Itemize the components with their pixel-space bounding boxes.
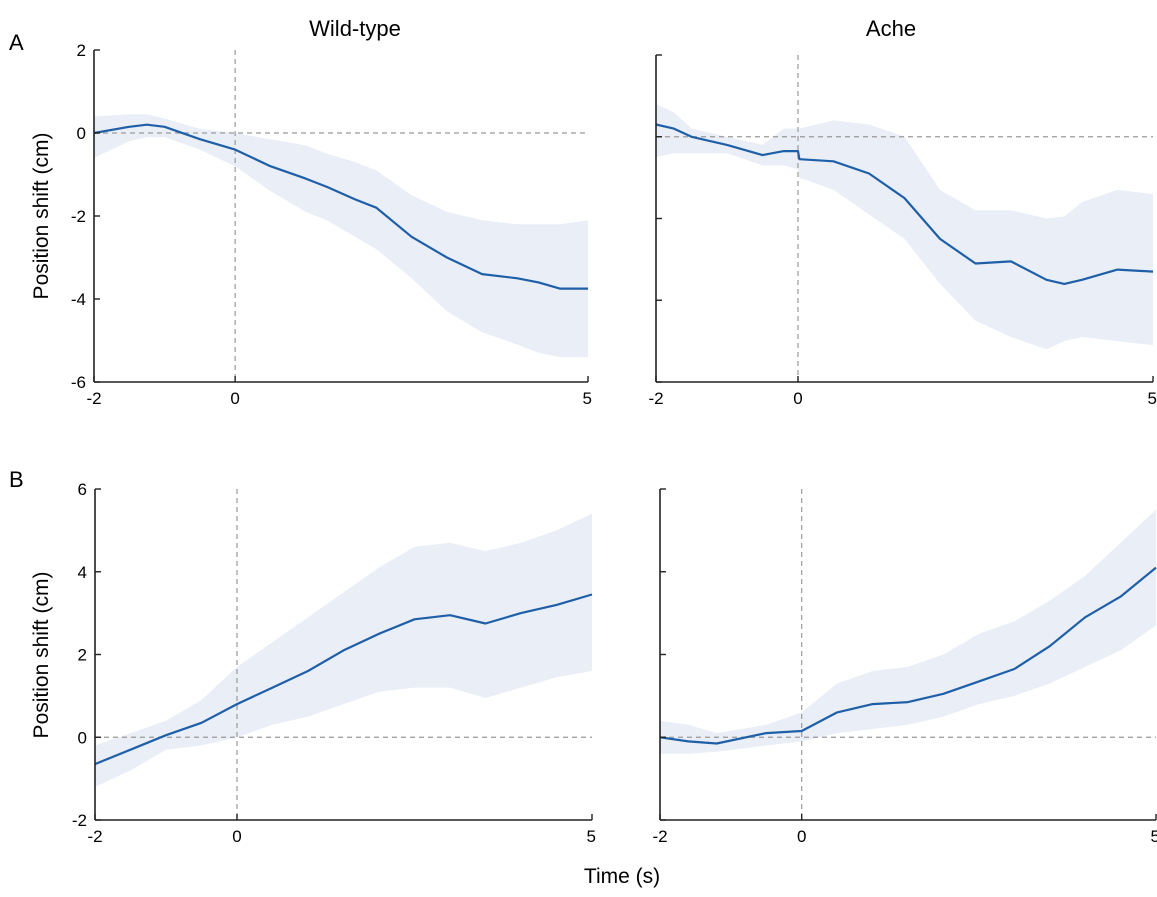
y-tick-label: 6	[78, 480, 87, 499]
column-title-wild-type: Wild-type	[309, 16, 401, 41]
series-line	[94, 593, 593, 766]
series-line	[659, 566, 1157, 745]
x-tick-label: 0	[793, 389, 802, 408]
x-tick-label: -2	[652, 827, 667, 846]
x-tick-label: 0	[230, 389, 239, 408]
y-tick-label: 4	[78, 563, 87, 582]
error-band	[94, 114, 588, 358]
error-band	[656, 104, 1153, 350]
x-tick-label: 0	[797, 827, 806, 846]
y-tick-label: 2	[77, 41, 86, 60]
y-tick-label: 0	[78, 728, 87, 747]
panel-a-ache: -2 0 5	[648, 54, 1157, 408]
y-tick-label: -2	[71, 207, 86, 226]
y-tick-label: 0	[77, 124, 86, 143]
x-tick-label: 0	[232, 827, 241, 846]
y-tick-label: -2	[72, 811, 87, 830]
y-tick-label: -6	[71, 373, 86, 392]
x-tick-label: -2	[86, 389, 101, 408]
panel-letter-b: B	[9, 467, 24, 492]
y-tick-label: 2	[78, 646, 87, 665]
panel-b-ache: -2 0 5	[652, 488, 1157, 846]
error-band	[660, 509, 1156, 754]
column-title-ache: Ache	[866, 16, 916, 41]
panel-b-wild-type: -2 0 2 4 6 -2 0 5	[72, 480, 596, 846]
x-tick-label: -2	[87, 827, 102, 846]
panel-letter-a: A	[9, 30, 24, 55]
y-tick-label: -4	[71, 290, 86, 309]
y-axis-label-b: Position shift (cm)	[30, 572, 53, 739]
series-line	[93, 123, 588, 290]
series-line	[655, 123, 1154, 285]
y-axis-label-a: Position shift (cm)	[30, 133, 53, 300]
x-tick-label: 5	[1151, 827, 1157, 846]
x-tick-label: 5	[1148, 389, 1157, 408]
panel-a-wild-type: -6 -4 -2 0 2 -2 0 5	[71, 41, 592, 408]
x-tick-label: -2	[648, 389, 663, 408]
x-tick-label: 5	[587, 827, 596, 846]
x-axis-label: Time (s)	[584, 865, 660, 888]
x-tick-label: 5	[583, 389, 592, 408]
